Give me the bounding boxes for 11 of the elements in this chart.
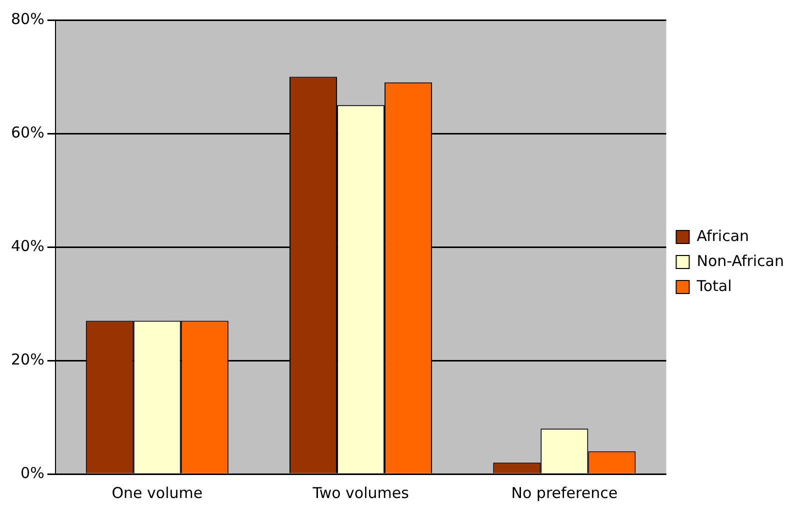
x-tick-label: No preference xyxy=(511,484,618,502)
y-tick-label: 0% xyxy=(20,464,44,482)
legend-label: Total xyxy=(696,276,732,295)
y-tick-label: 20% xyxy=(10,350,44,368)
y-tick-label: 40% xyxy=(10,236,44,255)
x-tick-label: One volume xyxy=(112,484,203,502)
legend-label: African xyxy=(696,226,750,245)
legend-label: Non-African xyxy=(696,252,784,270)
y-tick-label: 80% xyxy=(10,10,44,28)
x-tick-label: Two volumes xyxy=(312,484,410,502)
y-tick-label: 60% xyxy=(10,123,44,142)
